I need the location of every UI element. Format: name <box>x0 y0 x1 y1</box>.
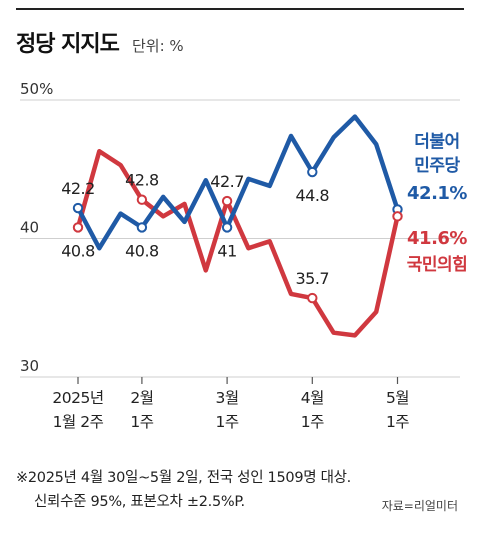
series-name-ppp-0: 국민의힘 <box>407 254 468 275</box>
series-name-democratic-1: 민주당 <box>414 156 460 176</box>
x-tick-label-3-0: 4월 <box>301 389 324 407</box>
chart-title: 정당 지지도 <box>16 32 120 57</box>
point-marker-1-15 <box>392 211 403 222</box>
data-label-5: 41 <box>217 241 236 260</box>
point-marker-0-0 <box>72 202 84 214</box>
y-tick-label-30: 30 <box>20 357 39 375</box>
x-tick-label-4-1: 1주 <box>386 413 409 431</box>
series-line-1 <box>75 148 400 338</box>
data-label-0: 42.2 <box>61 179 95 198</box>
unit-label: 단위: % <box>131 37 184 55</box>
x-tick-label-0-0: 2025년 <box>52 389 103 407</box>
series-latest-value-ppp: 41.6% <box>407 228 467 249</box>
title-row: 정당 지지도 단위: % <box>16 26 184 58</box>
footnote-line-2: 신뢰수준 95%, 표본오차 ±2.5%P. <box>34 494 245 510</box>
point-marker-0-3 <box>136 222 148 233</box>
source-label: 자료=리얼미터 <box>381 499 458 513</box>
series-latest-value-democratic: 42.1% <box>407 183 467 204</box>
footnote-line-1: ※2025년 4월 30일~5월 2일, 전국 성인 1509명 대상. <box>16 470 351 486</box>
point-marker-0-11 <box>307 166 318 178</box>
x-tick-label-1-0: 2월 <box>130 389 153 407</box>
point-marker-1-0 <box>72 222 84 233</box>
x-tick-label-2-1: 1주 <box>216 413 239 431</box>
point-marker-0-7 <box>221 222 233 233</box>
x-tick-label-0-1: 1월 2주 <box>53 413 104 431</box>
data-label-7: 35.7 <box>295 269 329 288</box>
data-label-3: 40.8 <box>125 241 159 260</box>
y-tick-label-50: 50% <box>20 80 53 98</box>
point-marker-1-3 <box>136 194 148 205</box>
series-line-0 <box>75 114 400 251</box>
series-name-democratic-0: 더불어 <box>414 132 459 152</box>
y-tick-label-40: 40 <box>20 219 39 237</box>
data-label-2: 42.8 <box>125 171 159 190</box>
line-chart: 50% 40 30 2025년 1월 2주 2월 1주 3월 1주 4월 1주 5월 1주 42.2 40.… <box>20 80 468 431</box>
footnote: ※2025년 4월 30일~5월 2일, 전국 성인 1509명 대상. 신뢰수… <box>16 466 351 514</box>
x-tick-label-1-1: 1주 <box>130 413 153 431</box>
point-marker-1-7 <box>221 195 233 207</box>
x-tick-label-4-0: 5월 <box>386 389 409 407</box>
data-label-4: 42.7 <box>210 172 244 191</box>
top-rule <box>16 8 464 10</box>
x-tick-label-2-0: 3월 <box>216 389 239 407</box>
point-marker-1-11 <box>307 292 318 304</box>
x-tick-label-3-1: 1주 <box>301 413 324 431</box>
data-label-1: 40.8 <box>61 241 95 260</box>
data-label-6: 44.8 <box>295 186 329 205</box>
